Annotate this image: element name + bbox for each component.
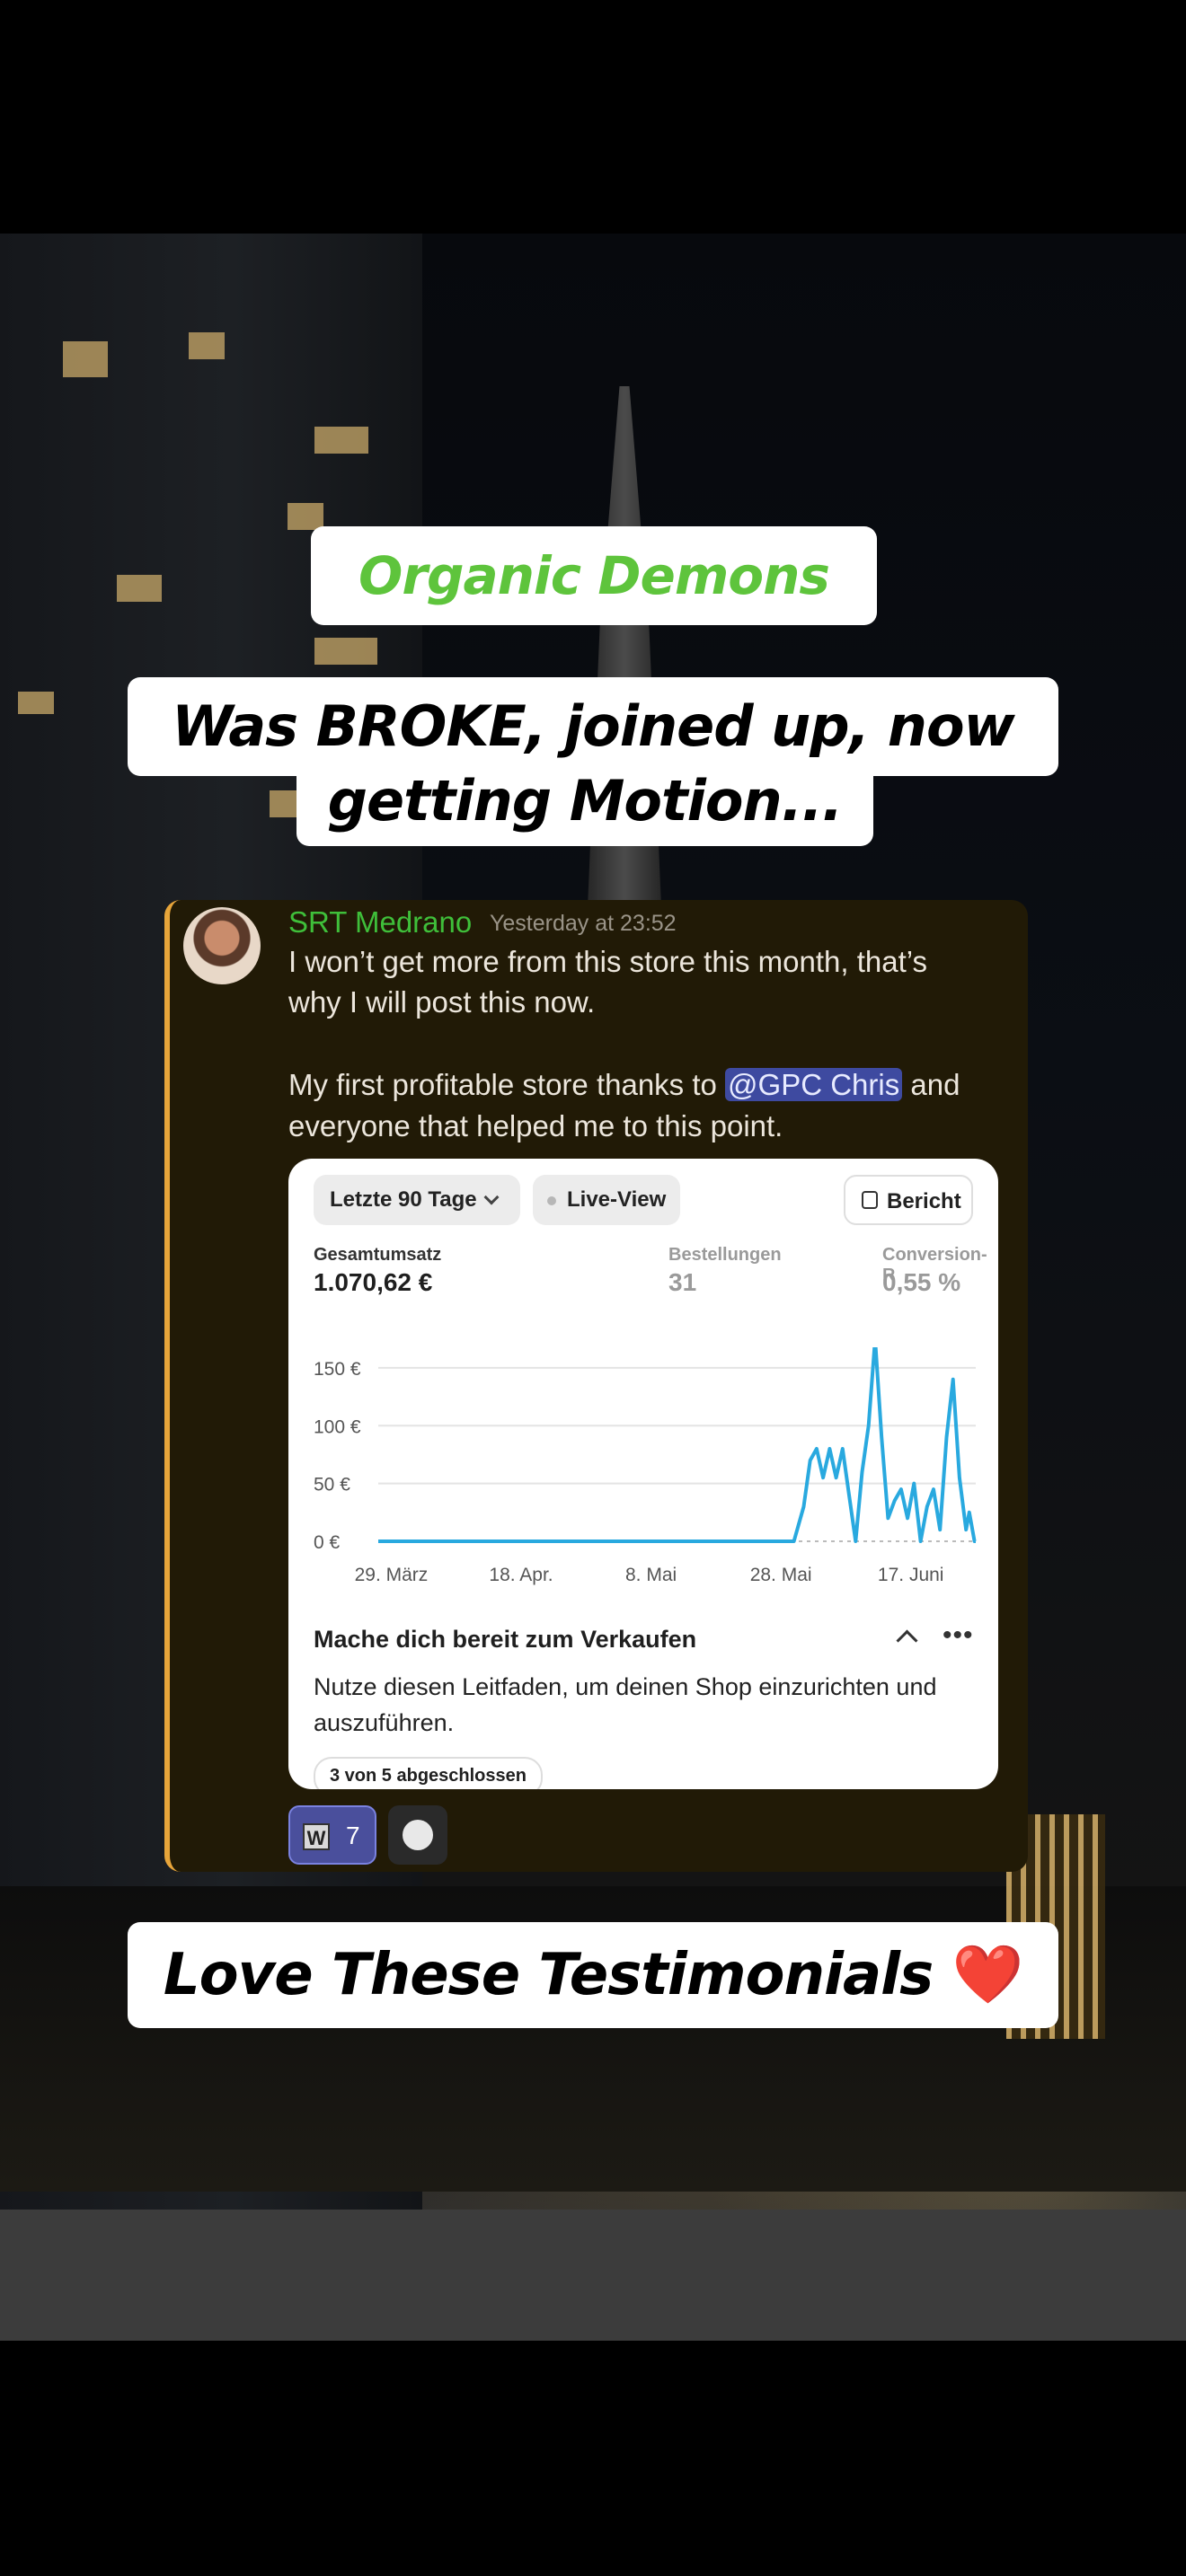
brand-caption: Organic Demons bbox=[311, 526, 877, 625]
add-reaction-button[interactable] bbox=[388, 1805, 447, 1865]
y-tick-label: 50 € bbox=[314, 1475, 350, 1495]
mention-link[interactable]: @GPC Chris bbox=[725, 1068, 903, 1101]
metric-label: Conversion-R bbox=[882, 1245, 987, 1285]
metric-value: 1.070,62 € bbox=[314, 1268, 433, 1296]
report-label: Bericht bbox=[887, 1189, 961, 1213]
more-icon[interactable]: ••• bbox=[943, 1620, 974, 1650]
footer-caption: Love These Testimonials ❤️ bbox=[128, 1922, 1058, 2028]
headline-line1: Was BROKE, joined up, now bbox=[128, 677, 1058, 776]
x-tick-label: 18. Apr. bbox=[489, 1565, 553, 1585]
sales-chart: 150 € 100 € 50 € 0 € 29. März 18. Apr. 8. Mai 2… bbox=[314, 1347, 977, 1585]
x-tick-label: 8. Mai bbox=[625, 1565, 677, 1585]
message-line: why I will post this now. bbox=[288, 985, 596, 1019]
message-text: and bbox=[902, 1068, 960, 1101]
smiley-icon bbox=[403, 1820, 433, 1850]
avatar[interactable] bbox=[183, 907, 261, 984]
date-range-button[interactable]: Letzte 90 Tage bbox=[314, 1175, 520, 1225]
report-icon bbox=[862, 1191, 878, 1209]
live-dot-icon bbox=[547, 1196, 556, 1205]
plaza-ground bbox=[0, 2210, 1186, 2341]
analytics-screenshot: Letzte 90 Tage Live-View Bericht Gesamtu… bbox=[288, 1159, 998, 1789]
report-button[interactable]: Bericht bbox=[844, 1175, 973, 1225]
x-tick-label: 29. März bbox=[355, 1565, 429, 1585]
metric-value: 31 bbox=[668, 1268, 697, 1296]
heart-emoji: ❤️ bbox=[951, 1942, 1023, 2008]
reaction-count: 7 bbox=[346, 1822, 360, 1849]
message-line: I won’t get more from this store this mo… bbox=[288, 945, 928, 978]
headline-line2: getting Motion... bbox=[296, 760, 873, 846]
y-tick-label: 0 € bbox=[314, 1532, 341, 1553]
username[interactable]: SRT Medrano bbox=[288, 905, 473, 939]
message-text: My first profitable store thanks to bbox=[288, 1068, 726, 1101]
progress-badge: 3 von 5 abgeschlossen bbox=[314, 1757, 543, 1789]
live-view-label: Live-View bbox=[567, 1187, 667, 1212]
message-line: everyone that helped me to this point. bbox=[288, 1109, 783, 1142]
metric-label: Gesamtumsatz bbox=[314, 1245, 442, 1265]
timestamp: Yesterday at 23:52 bbox=[490, 911, 677, 936]
metric-value: 0,55 % bbox=[882, 1268, 961, 1296]
y-tick-label: 100 € bbox=[314, 1416, 361, 1437]
series-line bbox=[378, 1347, 977, 1543]
w-emoji-icon: W bbox=[303, 1823, 330, 1850]
section-body: Nutze diesen Leitfaden, um deinen Shop e… bbox=[314, 1673, 937, 1736]
chevron-down-icon bbox=[483, 1189, 500, 1205]
y-tick-label: 150 € bbox=[314, 1359, 361, 1380]
x-tick-label: 17. Juni bbox=[878, 1565, 944, 1585]
x-tick-label: 28. Mai bbox=[750, 1565, 812, 1585]
metric-label: Bestellungen bbox=[668, 1245, 782, 1265]
section-title: Mache dich bereit zum Verkaufen bbox=[314, 1626, 697, 1653]
footer-text: Love These Testimonials bbox=[163, 1942, 934, 2008]
live-view-button[interactable]: Live-View bbox=[533, 1175, 680, 1225]
date-range-label: Letzte 90 Tage bbox=[330, 1187, 477, 1212]
chevron-up-icon[interactable] bbox=[896, 1629, 918, 1652]
message-line: My first profitable store thanks to @GPC… bbox=[288, 1064, 960, 1106]
